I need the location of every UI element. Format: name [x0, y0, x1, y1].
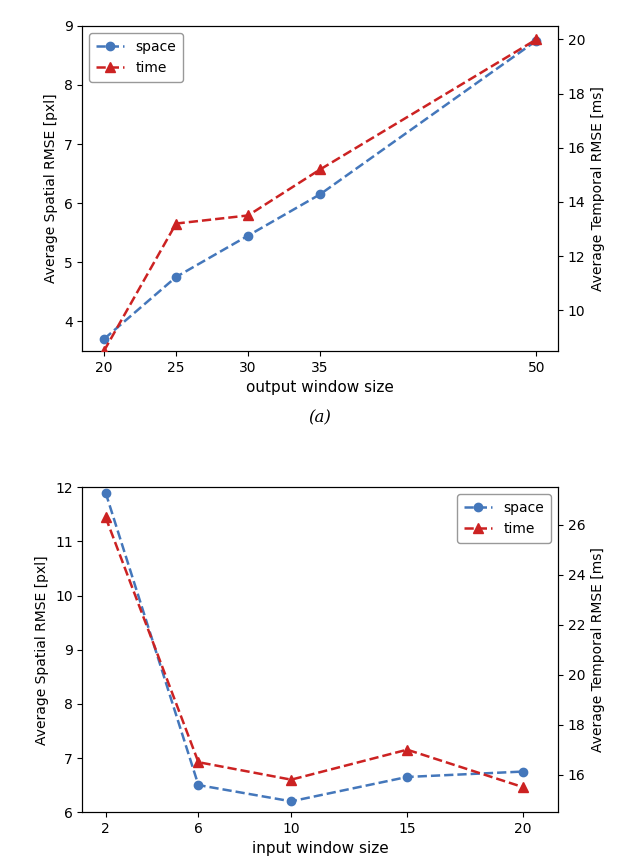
- time: [100, 346, 108, 356]
- Line: space: space: [101, 488, 527, 805]
- space: [244, 231, 252, 241]
- space: [287, 796, 295, 806]
- space: [172, 272, 180, 283]
- Y-axis label: Average Temporal RMSE [ms]: Average Temporal RMSE [ms]: [591, 547, 605, 753]
- space: [195, 780, 202, 791]
- X-axis label: input window size: input window size: [252, 842, 389, 856]
- space: [403, 772, 411, 782]
- Line: time: time: [99, 35, 541, 356]
- space: [100, 334, 108, 344]
- Line: time: time: [101, 512, 528, 792]
- space: [519, 766, 527, 777]
- space: [533, 35, 540, 46]
- time: [533, 35, 540, 45]
- time: [102, 512, 110, 523]
- time: [519, 782, 527, 792]
- X-axis label: output window size: output window size: [246, 380, 394, 395]
- Legend: space, time: space, time: [89, 33, 183, 82]
- Y-axis label: Average Spatial RMSE [pxl]: Average Spatial RMSE [pxl]: [44, 93, 58, 283]
- Text: (a): (a): [309, 410, 332, 426]
- Legend: space, time: space, time: [458, 494, 551, 543]
- Line: space: space: [100, 36, 540, 343]
- Y-axis label: Average Spatial RMSE [pxl]: Average Spatial RMSE [pxl]: [36, 555, 49, 745]
- Y-axis label: Average Temporal RMSE [ms]: Average Temporal RMSE [ms]: [591, 86, 605, 291]
- time: [195, 757, 202, 767]
- time: [172, 219, 180, 229]
- space: [102, 487, 110, 498]
- time: [403, 745, 411, 755]
- time: [287, 774, 295, 785]
- time: [316, 164, 324, 175]
- time: [244, 210, 252, 220]
- space: [316, 189, 324, 200]
